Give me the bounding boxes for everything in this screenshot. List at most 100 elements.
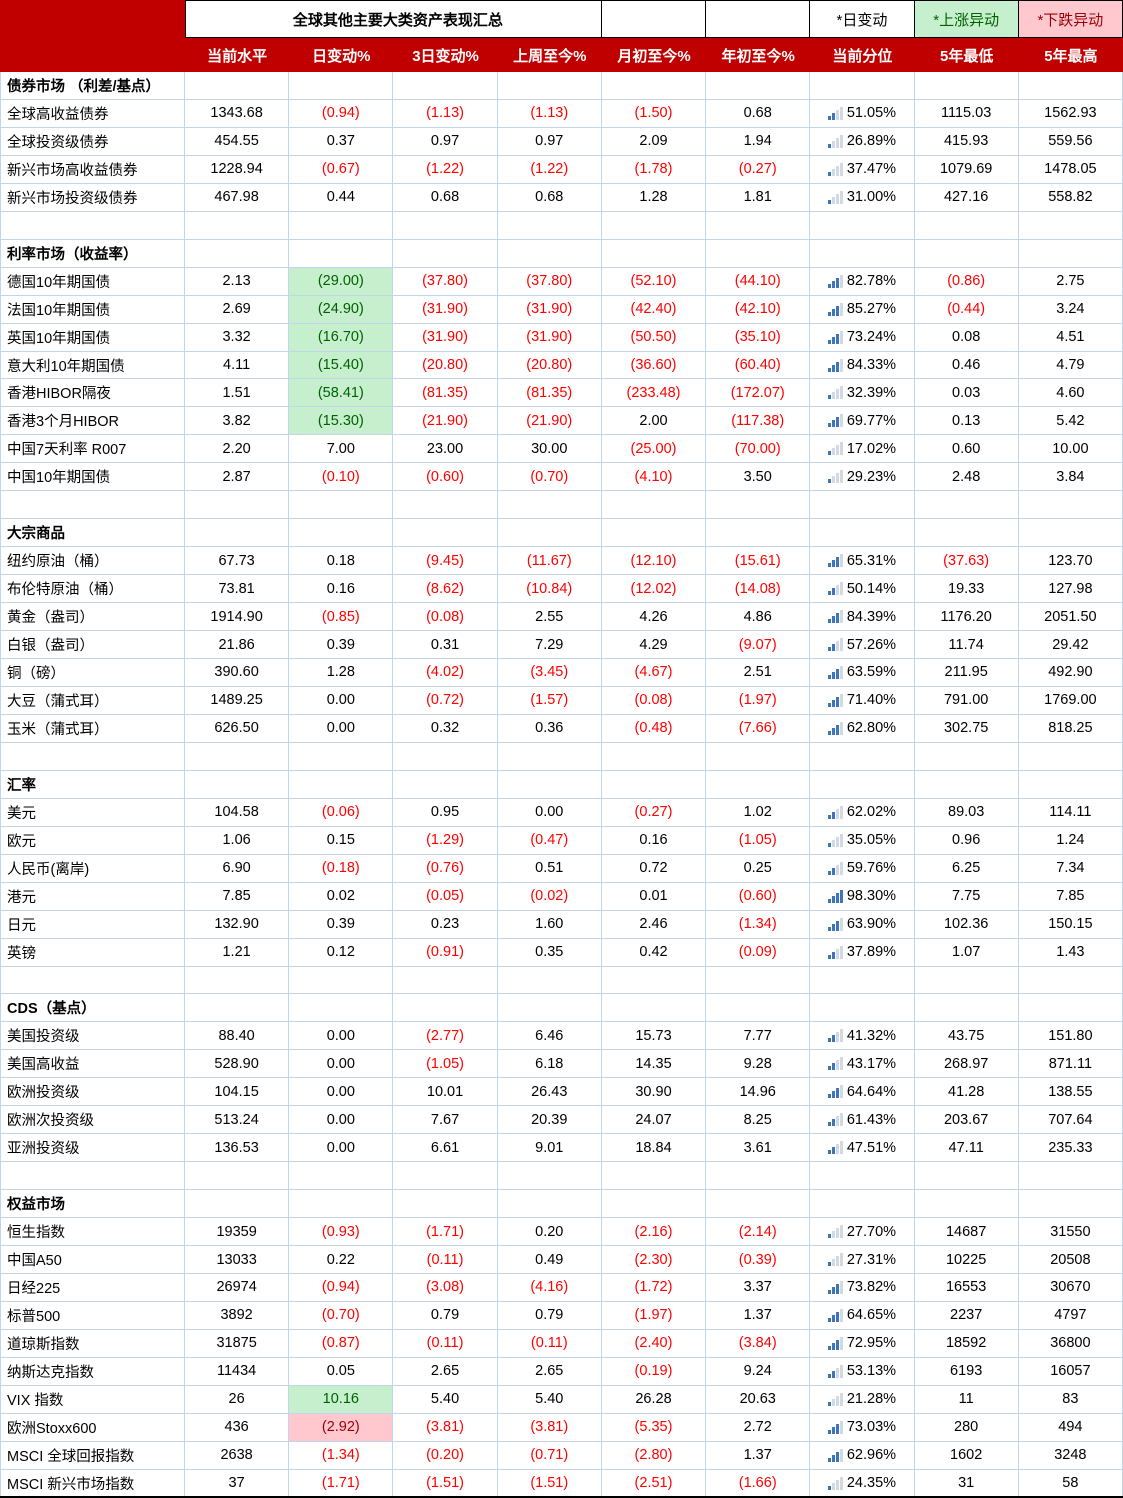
percentile-bars-icon <box>827 889 843 903</box>
empty-cell <box>393 770 498 799</box>
empty-cell <box>393 966 498 995</box>
table-row: 新兴市场投资级债券 467.98 0.44 0.68 0.68 1.28 1.81 31.00… <box>0 183 1123 212</box>
empty-cell <box>601 1162 707 1191</box>
value-cell: (8.62) <box>393 575 498 604</box>
value-cell: 31550 <box>1018 1218 1123 1247</box>
percentile-cell: 27.31% <box>810 1246 915 1274</box>
value-cell: 7.34 <box>1018 854 1123 883</box>
empty-cell <box>497 1190 602 1219</box>
value-cell: 31875 <box>185 1329 290 1358</box>
empty-cell <box>393 1190 498 1219</box>
row-label: 日元 <box>0 910 185 939</box>
value-cell: 30670 <box>1018 1273 1123 1302</box>
value-cell: 6.46 <box>497 1022 602 1051</box>
value-cell: (31.90) <box>393 323 498 352</box>
empty-cell <box>601 770 707 799</box>
value-cell: 4.11 <box>185 351 290 380</box>
percentile-bars-icon <box>827 1336 843 1350</box>
row-label: 欧洲次投资级 <box>0 1106 185 1135</box>
value-cell: (0.19) <box>601 1357 707 1386</box>
percentile-value: 51.05% <box>846 105 897 122</box>
value-cell: 1.37 <box>706 1441 811 1470</box>
value-cell: (0.10) <box>289 463 394 492</box>
value-cell: (0.93) <box>289 1218 394 1247</box>
value-cell: 14687 <box>914 1218 1019 1247</box>
value-cell: 9.01 <box>497 1134 602 1163</box>
value-cell: (1.22) <box>393 155 498 184</box>
value-cell: 7.85 <box>185 882 290 911</box>
empty-cell <box>706 742 811 771</box>
value-cell: 1176.20 <box>914 603 1019 632</box>
table-row: 道琼斯指数 31875 (0.87) (0.11) (0.11) (2.40) (3.84)… <box>0 1329 1123 1358</box>
percentile-bars-icon <box>827 693 843 707</box>
value-cell: 3.61 <box>706 1134 811 1163</box>
empty-cell <box>185 519 290 548</box>
value-cell: (172.07) <box>706 379 811 408</box>
value-cell: (37.80) <box>497 267 602 296</box>
section-header-row: 权益市场 <box>0 1190 1123 1219</box>
value-cell: 559.56 <box>1018 127 1123 156</box>
value-cell: (16.70) <box>289 323 394 352</box>
value-cell: (0.11) <box>393 1329 498 1358</box>
value-cell: (117.38) <box>706 407 811 436</box>
table-row: 黄金（盎司） 1914.90 (0.85) (0.08) 2.55 4.26 4.86 84.… <box>0 603 1123 632</box>
percentile-cell: 84.33% <box>810 351 915 380</box>
value-cell: (24.90) <box>289 295 394 324</box>
value-cell: 0.00 <box>289 1078 394 1107</box>
percentile-value: 62.96% <box>846 1447 897 1464</box>
percentile-bars-icon <box>827 330 843 344</box>
value-cell: 626.50 <box>185 714 290 743</box>
empty-cell <box>810 519 915 548</box>
value-cell: (1.13) <box>393 99 498 128</box>
value-cell: (11.67) <box>497 547 602 576</box>
row-label: 新兴市场高收益债券 <box>0 155 185 184</box>
value-cell: 1.43 <box>1018 938 1123 967</box>
value-cell: 19359 <box>185 1218 290 1247</box>
value-cell: 10.01 <box>393 1078 498 1107</box>
value-cell: 5.40 <box>393 1385 498 1414</box>
empty-cell <box>601 239 707 268</box>
value-cell: 2.48 <box>914 463 1019 492</box>
percentile-value: 21.28% <box>846 1391 897 1408</box>
value-cell: (1.05) <box>706 826 811 855</box>
value-cell: 26974 <box>185 1273 290 1302</box>
percentile-cell: 62.02% <box>810 798 915 827</box>
value-cell: (31.90) <box>393 295 498 324</box>
empty-cell <box>810 966 915 995</box>
value-cell: (233.48) <box>601 379 707 408</box>
percentile-bars-icon <box>827 470 843 484</box>
percentile-cell: 98.30% <box>810 882 915 911</box>
empty-cell <box>914 742 1019 771</box>
value-cell: 58 <box>1019 1469 1123 1496</box>
row-label: 人民币(离岸) <box>0 854 185 883</box>
empty-cell <box>497 994 602 1023</box>
value-cell: 3.32 <box>185 323 290 352</box>
percentile-cell: 62.96% <box>810 1441 915 1470</box>
empty-cell <box>1018 239 1123 268</box>
table-row: 美元 104.58 (0.06) 0.95 0.00 (0.27) 1.02 62.02% 89… <box>0 798 1123 827</box>
legend-day-change: *日变动 <box>810 0 915 38</box>
column-header: 5年最高 <box>1044 47 1098 65</box>
table-row: 全球投资级债券 454.55 0.37 0.97 0.97 2.09 1.94 26.89% 4… <box>0 127 1123 156</box>
table-row: 中国10年期国债 2.87 (0.10) (0.60) (0.70) (4.10) 3.50… <box>0 463 1123 492</box>
value-cell: 6.18 <box>497 1050 602 1079</box>
section-header-row: 债券市场 （利差/基点） <box>0 72 1123 100</box>
table-row: 纳斯达克指数 11434 0.05 2.65 2.65 (0.19) 9.24 53.13% 6… <box>0 1357 1123 1386</box>
value-cell: (1.51) <box>393 1469 498 1496</box>
percentile-cell: 53.13% <box>810 1357 915 1386</box>
value-cell: 0.68 <box>706 99 811 128</box>
value-cell: 0.36 <box>497 714 602 743</box>
percentile-bars-icon <box>827 554 843 568</box>
empty-cell <box>914 519 1019 548</box>
table-row: 中国7天利率 R007 2.20 7.00 23.00 30.00 (25.00) (70.… <box>0 435 1123 464</box>
value-cell: 0.03 <box>914 379 1019 408</box>
row-label: 亚洲投资级 <box>0 1134 185 1163</box>
empty-cell <box>185 770 290 799</box>
empty-cell <box>0 742 185 771</box>
value-cell: 2.72 <box>706 1413 811 1442</box>
column-header-row: 当前水平 日变动% 3日变动% 上周至今% 月初至今% 年初至今% 当前分位 5年最低 5年最高 <box>0 38 1123 72</box>
value-cell: 132.90 <box>185 910 290 939</box>
value-cell: (70.00) <box>706 435 811 464</box>
value-cell: 10.16 <box>289 1385 394 1414</box>
